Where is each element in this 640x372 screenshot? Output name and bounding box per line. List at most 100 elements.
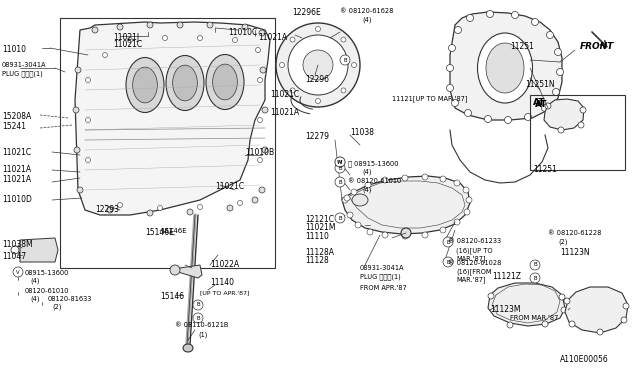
Text: 08931-3041A: 08931-3041A: [360, 265, 404, 271]
Circle shape: [86, 118, 90, 122]
Circle shape: [580, 107, 586, 113]
Text: 08915-13600: 08915-13600: [25, 270, 69, 276]
Circle shape: [552, 89, 559, 96]
Circle shape: [541, 105, 548, 112]
Text: (4): (4): [30, 296, 40, 302]
Text: 11128A: 11128A: [305, 248, 334, 257]
Text: MAR.'87]: MAR.'87]: [456, 276, 486, 283]
Circle shape: [569, 321, 575, 327]
Text: 11110: 11110: [305, 232, 329, 241]
Text: Ⓜ 08915-13600: Ⓜ 08915-13600: [348, 160, 399, 167]
Text: B: B: [338, 166, 342, 170]
Text: ® 08110-6121B: ® 08110-6121B: [175, 322, 228, 328]
Text: 11021A: 11021A: [2, 165, 31, 174]
Circle shape: [557, 68, 563, 76]
Text: [UP TO APR.'87]: [UP TO APR.'87]: [200, 290, 250, 295]
Circle shape: [193, 300, 203, 310]
Ellipse shape: [126, 58, 164, 112]
Circle shape: [382, 177, 388, 183]
Text: B: B: [446, 260, 450, 264]
Circle shape: [484, 115, 492, 122]
Circle shape: [454, 180, 460, 186]
Circle shape: [262, 147, 268, 153]
Text: 11123M: 11123M: [490, 305, 520, 314]
Text: FROM APR.'87: FROM APR.'87: [360, 285, 407, 291]
Circle shape: [147, 210, 153, 216]
Circle shape: [198, 205, 202, 209]
Circle shape: [252, 197, 258, 203]
Text: (2): (2): [52, 304, 61, 311]
Text: 11021C: 11021C: [113, 40, 142, 49]
Text: 11010B: 11010B: [245, 148, 274, 157]
Circle shape: [486, 10, 493, 17]
Polygon shape: [178, 265, 202, 278]
Circle shape: [402, 233, 408, 239]
Circle shape: [257, 157, 262, 163]
Circle shape: [340, 55, 350, 65]
Text: 11021C: 11021C: [2, 148, 31, 157]
Text: 15146E: 15146E: [160, 228, 187, 234]
Text: 11010: 11010: [2, 45, 26, 54]
Ellipse shape: [477, 33, 532, 103]
Circle shape: [255, 48, 260, 52]
Circle shape: [341, 37, 346, 42]
Text: B: B: [338, 215, 342, 221]
Circle shape: [454, 219, 460, 225]
Circle shape: [422, 174, 428, 180]
Text: 12121C: 12121C: [305, 215, 334, 224]
Circle shape: [117, 24, 123, 30]
Circle shape: [316, 26, 321, 32]
Circle shape: [259, 187, 265, 193]
Circle shape: [578, 122, 584, 128]
Circle shape: [367, 229, 373, 235]
Text: (4): (4): [362, 186, 371, 192]
Circle shape: [157, 205, 163, 211]
Text: 11038M: 11038M: [2, 240, 33, 249]
Text: 08931-3041A: 08931-3041A: [2, 62, 47, 68]
Text: 11251: 11251: [533, 165, 557, 174]
Circle shape: [531, 19, 538, 26]
Text: AT: AT: [533, 98, 545, 107]
Text: AT: AT: [535, 100, 547, 109]
Circle shape: [147, 22, 153, 28]
Ellipse shape: [173, 65, 197, 101]
Circle shape: [198, 35, 202, 41]
Circle shape: [257, 118, 262, 122]
Circle shape: [232, 38, 237, 42]
Text: (4): (4): [362, 16, 371, 22]
Text: B: B: [533, 276, 537, 280]
Text: 11121[UP TO MAR.'87]: 11121[UP TO MAR.'87]: [392, 95, 467, 102]
Text: B: B: [533, 263, 537, 267]
Circle shape: [75, 67, 81, 73]
Text: FROM MAR.'87: FROM MAR.'87: [510, 315, 558, 321]
Circle shape: [127, 38, 132, 42]
Text: B: B: [338, 180, 342, 185]
Text: ® 08120-61228: ® 08120-61228: [548, 230, 602, 236]
Bar: [530, 95, 625, 170]
Text: 11021A: 11021A: [270, 108, 299, 117]
Circle shape: [92, 27, 98, 33]
Text: 11047: 11047: [2, 252, 26, 261]
Text: (16)[FROM: (16)[FROM: [456, 268, 492, 275]
Text: (2): (2): [558, 238, 568, 244]
Text: M: M: [338, 160, 342, 164]
Circle shape: [564, 298, 570, 304]
Circle shape: [237, 201, 243, 205]
Text: 12296E: 12296E: [292, 8, 321, 17]
Circle shape: [290, 37, 295, 42]
Circle shape: [547, 32, 554, 38]
Circle shape: [342, 197, 348, 203]
Text: V: V: [16, 269, 20, 275]
Circle shape: [335, 177, 345, 187]
Circle shape: [13, 267, 23, 277]
Text: 15241: 15241: [2, 122, 26, 131]
Text: 08120-81633: 08120-81633: [48, 296, 92, 302]
Polygon shape: [488, 283, 565, 326]
Circle shape: [561, 307, 567, 313]
Polygon shape: [20, 238, 58, 262]
Circle shape: [422, 232, 428, 238]
Text: B: B: [196, 302, 200, 308]
Circle shape: [303, 50, 333, 80]
Circle shape: [365, 182, 371, 188]
Text: ® 08120-61233: ® 08120-61233: [448, 238, 501, 244]
